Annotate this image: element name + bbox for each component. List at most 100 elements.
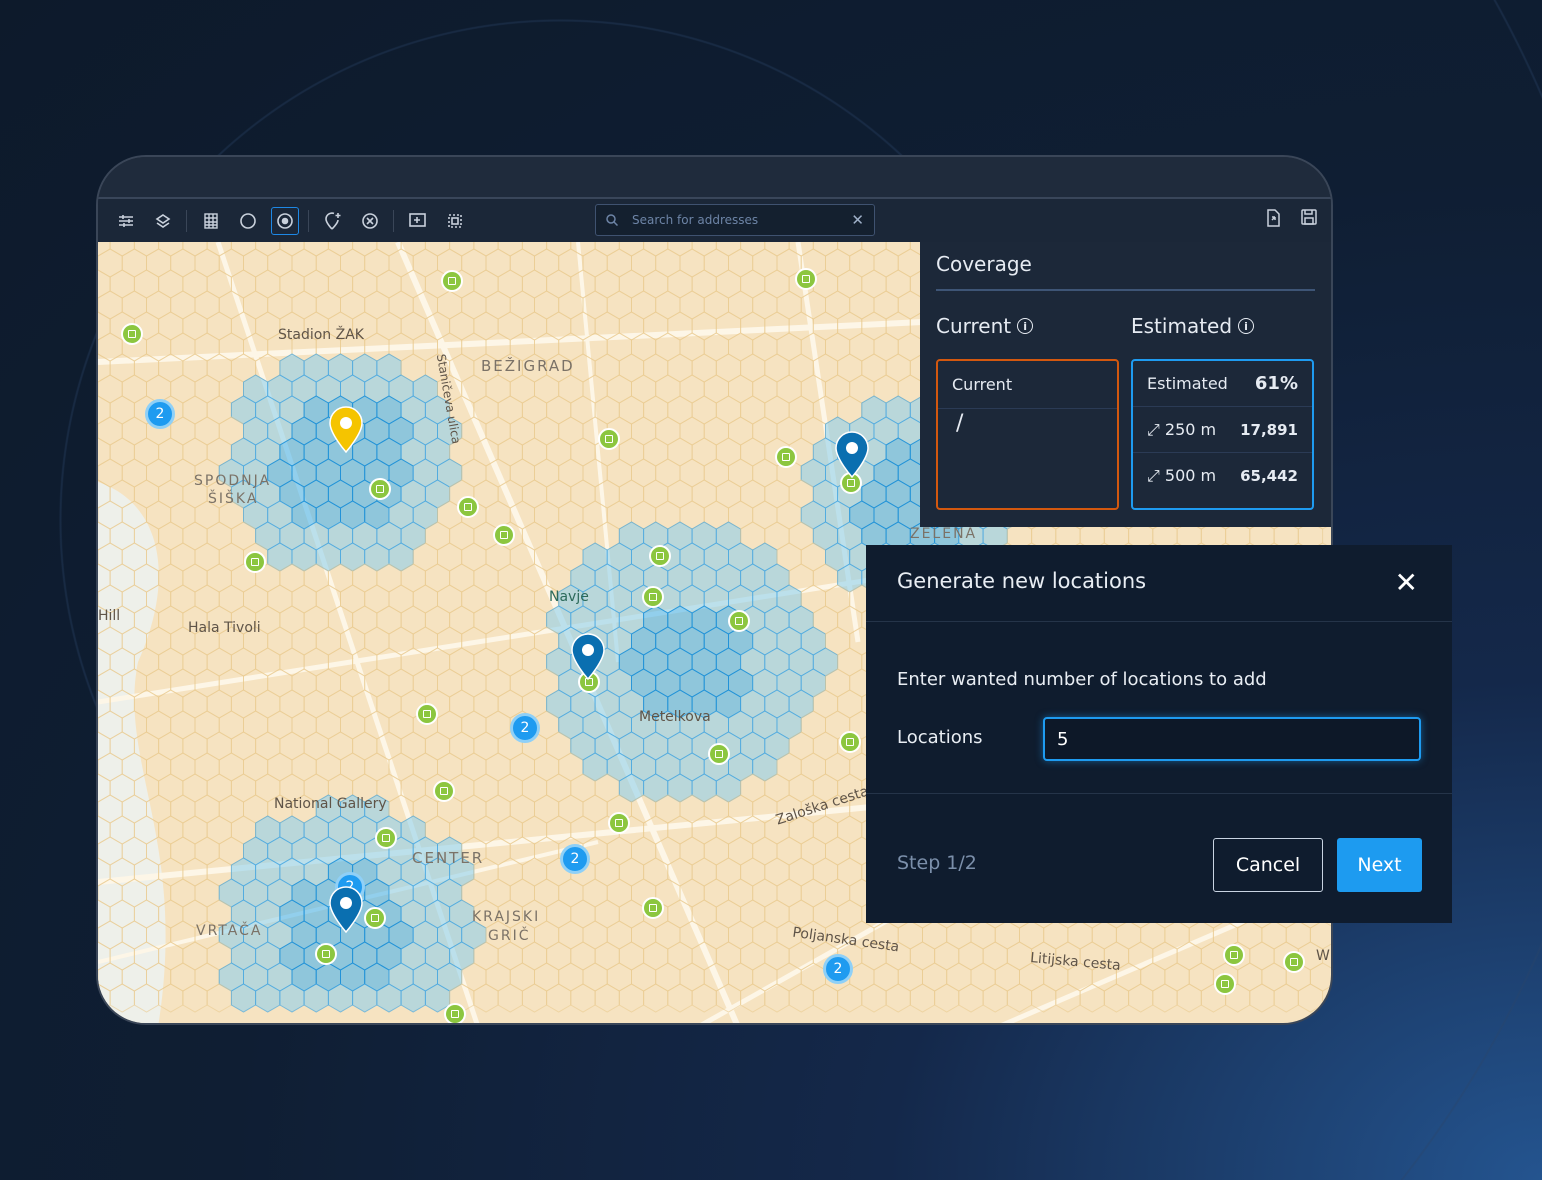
hex-cell bbox=[243, 248, 269, 278]
poi-marker[interactable] bbox=[642, 586, 664, 608]
circle-icon[interactable] bbox=[234, 207, 262, 235]
location-pin-icon[interactable] bbox=[328, 406, 364, 458]
cluster-badge[interactable]: 2 bbox=[510, 713, 540, 743]
clear-search-icon[interactable]: ✕ bbox=[851, 211, 864, 229]
hex-cell bbox=[752, 878, 778, 908]
poi-marker[interactable] bbox=[578, 671, 600, 693]
hex-cell bbox=[546, 311, 572, 341]
hex-cell bbox=[364, 248, 390, 278]
poi-marker[interactable] bbox=[121, 323, 143, 345]
hex-cell bbox=[982, 941, 1008, 971]
poi-marker[interactable] bbox=[1214, 973, 1236, 995]
hex-cell bbox=[970, 920, 996, 950]
poi-marker[interactable] bbox=[441, 270, 463, 292]
cluster-badge[interactable]: 2 bbox=[823, 954, 853, 984]
hex-cell bbox=[182, 395, 208, 425]
poi-marker[interactable] bbox=[1283, 951, 1305, 973]
hex-cell bbox=[837, 857, 863, 887]
poi-marker[interactable] bbox=[369, 478, 391, 500]
save-icon[interactable] bbox=[1301, 209, 1317, 229]
poi-marker[interactable] bbox=[416, 703, 438, 725]
hex-cell bbox=[473, 731, 499, 761]
hex-cell bbox=[424, 563, 451, 593]
poi-marker[interactable] bbox=[775, 446, 797, 468]
poi-marker[interactable] bbox=[839, 731, 861, 753]
hex-cell bbox=[521, 395, 548, 425]
hex-cell bbox=[473, 242, 499, 257]
poi-marker[interactable] bbox=[433, 780, 455, 802]
poi-marker[interactable] bbox=[364, 907, 386, 929]
layers-icon[interactable] bbox=[149, 207, 177, 235]
next-button[interactable]: Next bbox=[1337, 838, 1422, 892]
hex-cell bbox=[182, 269, 208, 299]
hex-cell bbox=[352, 242, 378, 257]
locations-input[interactable] bbox=[1043, 717, 1421, 761]
hex-cell bbox=[521, 857, 548, 887]
shopping-bag-icon bbox=[1290, 958, 1298, 966]
sliders-icon[interactable] bbox=[112, 207, 140, 235]
hex-cell bbox=[340, 752, 366, 782]
info-icon[interactable]: i bbox=[1017, 318, 1034, 334]
hex-cell bbox=[364, 626, 390, 656]
toolbar-divider bbox=[308, 209, 309, 232]
poi-marker[interactable] bbox=[608, 812, 630, 834]
hex-cell bbox=[243, 710, 269, 740]
hex-cell bbox=[1237, 962, 1263, 992]
hex-cell bbox=[291, 626, 317, 656]
hex-cell bbox=[897, 962, 923, 992]
location-pin-icon[interactable] bbox=[570, 633, 606, 685]
cluster-badge[interactable]: 2 bbox=[560, 844, 590, 874]
hex-cell bbox=[546, 899, 572, 929]
info-icon[interactable]: i bbox=[1238, 318, 1255, 334]
hex-cell bbox=[158, 521, 184, 551]
poi-marker[interactable] bbox=[642, 897, 664, 919]
poi-marker[interactable] bbox=[444, 1003, 466, 1023]
search-input[interactable]: Search for addresses bbox=[632, 213, 759, 227]
add-pin-icon[interactable] bbox=[319, 207, 347, 235]
poi-marker[interactable] bbox=[315, 943, 337, 965]
poi-marker[interactable] bbox=[457, 496, 479, 518]
target-icon[interactable] bbox=[271, 206, 299, 235]
hex-cell bbox=[594, 479, 620, 509]
hex-cell bbox=[1297, 983, 1324, 1013]
poi-marker[interactable] bbox=[598, 428, 620, 450]
poi-marker[interactable] bbox=[493, 524, 515, 546]
add-area-icon[interactable] bbox=[404, 207, 432, 235]
cancel-button[interactable]: Cancel bbox=[1213, 838, 1323, 892]
address-search[interactable]: Search for addresses ✕ bbox=[595, 204, 875, 236]
shopping-bag-icon bbox=[448, 277, 456, 285]
select-area-icon[interactable] bbox=[441, 207, 469, 235]
hex-cell bbox=[182, 437, 208, 467]
hex-cell bbox=[485, 668, 511, 698]
hex-cell bbox=[98, 248, 123, 278]
poi-marker[interactable] bbox=[1223, 944, 1245, 966]
hex-cell bbox=[376, 689, 402, 719]
hex-cell bbox=[800, 752, 826, 782]
hex-cell bbox=[873, 248, 899, 278]
remove-circle-icon[interactable] bbox=[356, 207, 384, 235]
hex-cell bbox=[412, 584, 438, 614]
hex-cell bbox=[218, 752, 244, 782]
close-icon[interactable]: ✕ bbox=[1394, 566, 1418, 599]
poi-marker[interactable] bbox=[708, 743, 730, 765]
poi-marker[interactable] bbox=[244, 551, 266, 573]
poi-marker[interactable] bbox=[795, 268, 817, 290]
hex-cell bbox=[703, 920, 729, 950]
poi-marker[interactable] bbox=[649, 545, 671, 567]
hex-cell bbox=[98, 458, 123, 488]
cluster-badge[interactable]: 2 bbox=[145, 399, 175, 429]
hex-cell bbox=[206, 563, 232, 593]
location-pin-icon[interactable] bbox=[328, 886, 364, 938]
hex-cell bbox=[643, 479, 669, 509]
hex-cell bbox=[497, 563, 523, 593]
location-pin-icon[interactable] bbox=[834, 431, 870, 483]
poi-marker[interactable] bbox=[728, 610, 750, 632]
hex-cell bbox=[98, 395, 111, 425]
hex-cell bbox=[655, 416, 681, 446]
grid-icon[interactable] bbox=[197, 207, 225, 235]
export-icon[interactable] bbox=[1265, 209, 1281, 231]
poi-marker[interactable] bbox=[375, 827, 397, 849]
hex-cell bbox=[497, 941, 523, 971]
hex-cell bbox=[146, 626, 172, 656]
hex-cell bbox=[897, 332, 923, 362]
